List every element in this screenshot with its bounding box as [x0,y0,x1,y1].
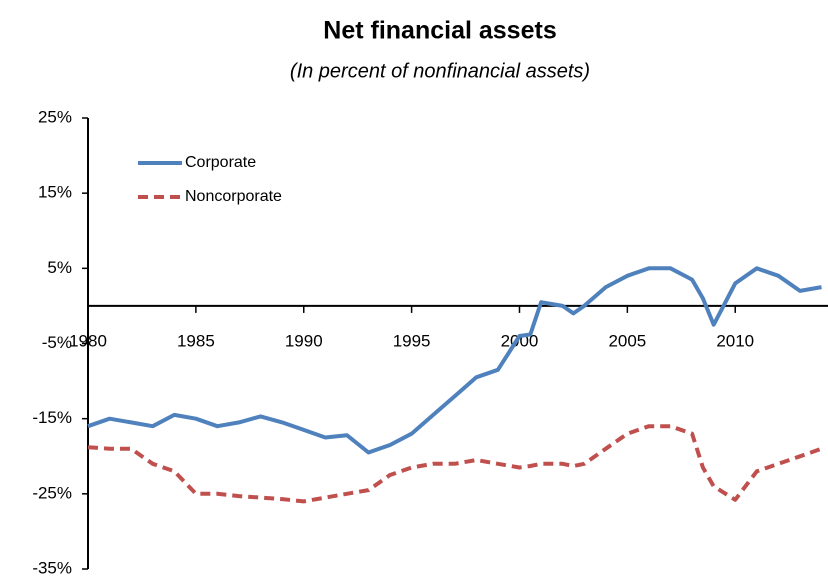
x-tick-label: 1985 [177,331,215,350]
legend-label: Corporate [185,154,256,171]
data-line [87,266,822,455]
y-tick-label: 5% [47,258,72,277]
y-tick-label: 25% [38,107,72,126]
legend-label: Noncorporate [185,188,282,205]
x-tick-label: 2010 [716,331,754,350]
chart-subtitle: (In percent of nonfinancial assets) [290,60,590,82]
x-tick-label: 1990 [285,331,323,350]
x-tick-label: 1980 [69,331,107,350]
y-tick-label: -5% [42,333,72,352]
data-line [87,424,823,504]
y-tick-label: -35% [32,558,72,577]
y-tick-label: 15% [38,183,72,202]
x-tick-label: 1995 [393,331,431,350]
y-tick-label: -25% [32,483,72,502]
y-tick-label: -15% [32,408,72,427]
chart-title: Net financial assets [323,17,556,45]
x-tick-label: 2005 [608,331,646,350]
